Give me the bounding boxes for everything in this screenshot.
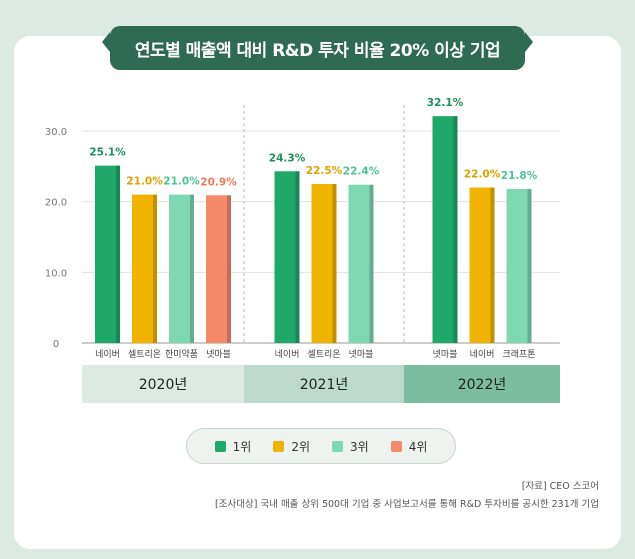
survey-note: [조사대상] 국내 매출 상위 500대 기업 중 사업보고서를 통해 R&D … — [215, 499, 599, 510]
legend-item-rank-4: 4위 — [390, 438, 428, 455]
bar-side — [295, 171, 300, 343]
data-label: 22.0% — [464, 169, 501, 181]
bar-side — [227, 195, 231, 343]
legend-item-rank-2: 2위 — [273, 438, 310, 455]
legend-swatch-rank-3 — [332, 440, 343, 452]
legend-label-rank-4: 4위 — [408, 439, 428, 454]
legend-label-rank-1: 1위 — [232, 439, 252, 454]
bar-side — [490, 187, 495, 343]
bar-2022년-크래프톤 — [506, 188, 528, 343]
legend-swatch-rank-2 — [273, 440, 285, 452]
x-tick-label: 크래프톤 — [502, 349, 535, 360]
legend-item-rank-3: 3위 — [332, 438, 369, 455]
y-tick-label: 10.0 — [45, 268, 67, 279]
legend-swatch-rank-1 — [214, 440, 226, 452]
bar-side — [116, 165, 120, 343]
y-tick-label: 0 — [53, 339, 59, 350]
x-tick-label: 셀트리온 — [307, 349, 340, 360]
year-band — [244, 365, 404, 403]
data-label: 25.1% — [89, 147, 126, 159]
bar-side — [369, 184, 374, 343]
bar-2020년-네이버 — [95, 165, 116, 343]
data-label: 21.0% — [163, 176, 200, 188]
chart-title: 연도별 매출액 대비 R&D 투자 비율 20% 이상 기업 — [102, 26, 533, 70]
year-label: 2022년 — [458, 377, 507, 393]
x-tick-label: 네이버 — [470, 349, 495, 360]
legend-label-rank-3: 3위 — [350, 439, 369, 454]
bar-side — [153, 194, 157, 343]
data-label: 32.1% — [427, 97, 464, 109]
data-label: 22.5% — [306, 165, 343, 177]
bar-2021년-넷마블 — [348, 184, 370, 343]
x-tick-label: 넷마블 — [349, 349, 374, 360]
legend: 1위 2위 3위 4위 — [186, 428, 456, 464]
year-band — [404, 365, 560, 403]
y-tick-label: 30.0 — [45, 127, 67, 138]
year-band — [82, 365, 244, 403]
bar-2020년-한미약품 — [169, 194, 190, 343]
x-tick-label: 넷마블 — [206, 349, 231, 360]
data-label: 22.4% — [343, 166, 380, 178]
x-tick-label: 셀트리온 — [128, 349, 161, 360]
data-label: 21.8% — [501, 170, 538, 182]
year-label: 2020년 — [139, 377, 188, 393]
bar-2021년-셀트리온 — [311, 184, 333, 343]
bar-side — [332, 184, 337, 343]
source-note: [자료] CEO 스코어 — [521, 481, 599, 492]
legend-swatch-rank-4 — [390, 440, 402, 452]
bar-side — [190, 194, 194, 343]
x-tick-label: 넷마블 — [433, 349, 458, 360]
bar-2020년-셀트리온 — [132, 194, 153, 343]
bar-2022년-네이버 — [469, 187, 491, 343]
bar-side — [453, 116, 458, 343]
bar-2022년-넷마블 — [432, 116, 454, 343]
legend-item-rank-1: 1위 — [214, 438, 252, 455]
x-tick-label: 네이버 — [95, 349, 120, 360]
x-tick-label: 네이버 — [275, 349, 300, 360]
data-label: 21.0% — [126, 176, 163, 188]
y-tick-label: 20.0 — [45, 198, 67, 209]
bar-2021년-네이버 — [274, 171, 296, 343]
bar-2020년-넷마블 — [206, 195, 227, 343]
bar-side — [527, 188, 532, 343]
legend-label-rank-2: 2위 — [291, 439, 310, 454]
data-label: 24.3% — [269, 152, 306, 164]
x-tick-label: 한미약품 — [165, 348, 198, 360]
year-label: 2021년 — [300, 377, 349, 393]
data-label: 20.9% — [200, 176, 237, 188]
